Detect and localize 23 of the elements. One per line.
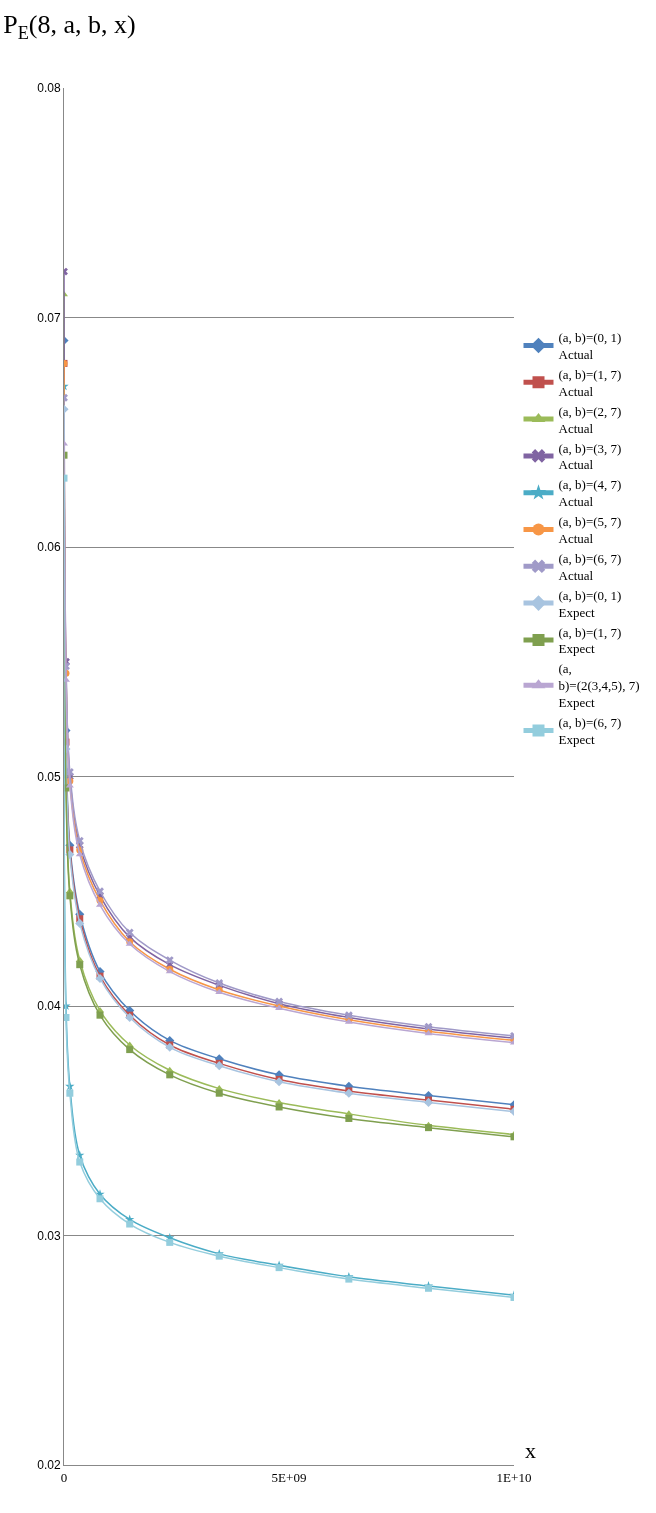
legend-label: (a, b)=(1, 7) Expect <box>558 624 622 657</box>
legend-label: (a, b)=(2, 7) Actual <box>558 403 622 436</box>
y-tick-label: 0.07 <box>37 310 61 325</box>
legend-label: (a, b)=(5, 7) Actual <box>558 514 622 547</box>
y-tick-label: 0.08 <box>37 81 61 96</box>
legend-label: (a, b)=(0, 1) Actual <box>558 330 622 363</box>
legend-label: (a, b)=(4, 7) Actual <box>558 477 622 510</box>
legend-label: (a, b)=(6, 7) Actual <box>558 550 622 583</box>
y-tick-label: 0.02 <box>37 1458 61 1473</box>
y-tick-label: 0.03 <box>37 1228 61 1243</box>
legend-label: (a, b)=(1, 7) Actual <box>558 366 622 399</box>
y-tick-label: 0.06 <box>37 540 61 555</box>
legend-label: (a, b)=(0, 1) Expect <box>558 587 622 620</box>
x-tick-label: 1E+10 <box>496 1469 532 1485</box>
y-tick-label: 0.05 <box>37 769 61 784</box>
legend-label: (a, b)=(2(3,4,5), 7) Expect <box>558 661 640 711</box>
chart-title: P$_{E}$(8, a, b, x) <box>3 10 136 43</box>
x-tick-label: 5E+09 <box>271 1469 307 1485</box>
y-tick-label: 0.04 <box>37 999 61 1014</box>
legend-label: (a, b)=(6, 7) Expect <box>558 715 622 747</box>
x-tick-label: 0 <box>60 1469 68 1485</box>
x-axis-title: x <box>525 1438 536 1463</box>
legend-label: (a, b)=(3, 7) Actual <box>558 440 622 473</box>
